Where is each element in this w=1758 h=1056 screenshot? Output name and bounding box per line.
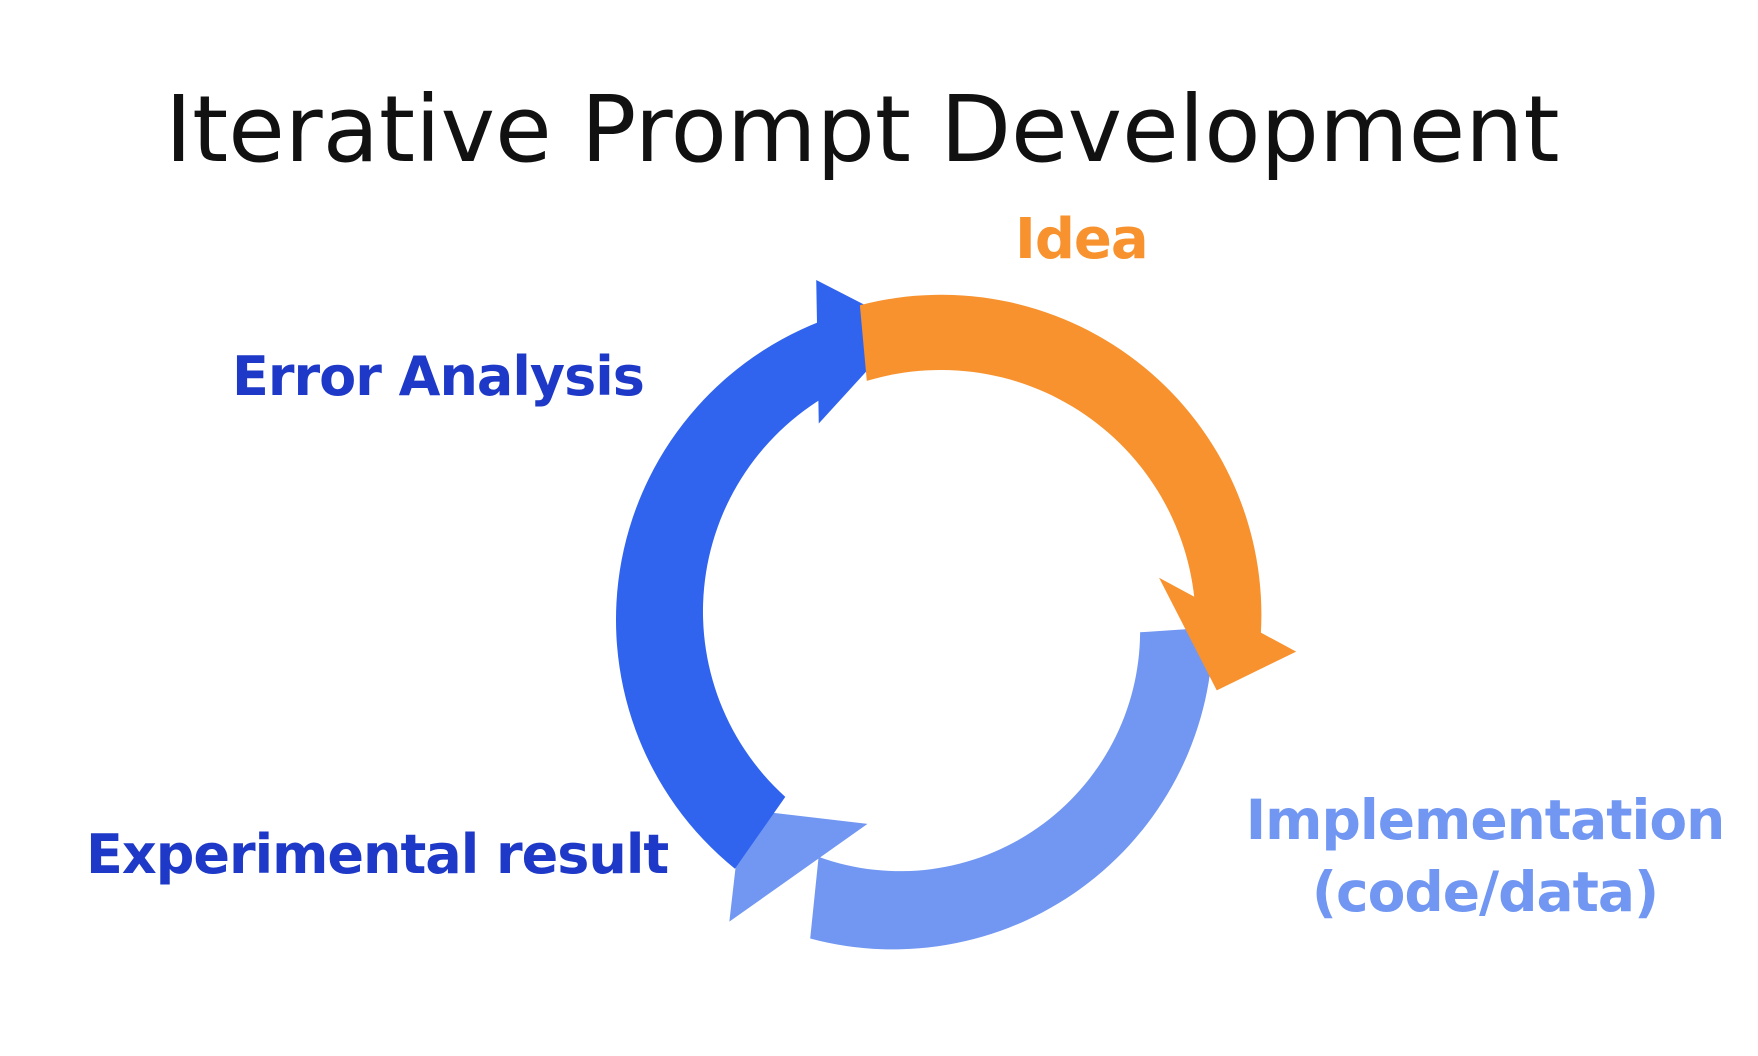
stage-label-implementation: Implementation (code/data) <box>1235 784 1735 928</box>
arrow-implementation-body <box>810 627 1214 950</box>
arrow-experiment-body <box>615 314 851 869</box>
diagram-title: Iterative Prompt Development <box>165 76 1560 183</box>
arrow-experiment-to-error <box>615 280 908 869</box>
stage-label-error-analysis: Error Analysis <box>232 345 645 408</box>
stage-label-experimental-result: Experimental result <box>86 823 669 886</box>
arrow-idea-body <box>859 294 1262 637</box>
implementation-line-2: (code/data) <box>1311 860 1659 924</box>
arrow-implementation-head <box>729 809 868 922</box>
arrow-idea-to-implementation <box>859 294 1297 691</box>
arrow-idea-head <box>1159 577 1297 691</box>
implementation-line-1: Implementation <box>1245 788 1726 852</box>
stage-label-idea: Idea <box>1015 207 1149 272</box>
arrow-implementation-to-experiment <box>729 627 1214 950</box>
